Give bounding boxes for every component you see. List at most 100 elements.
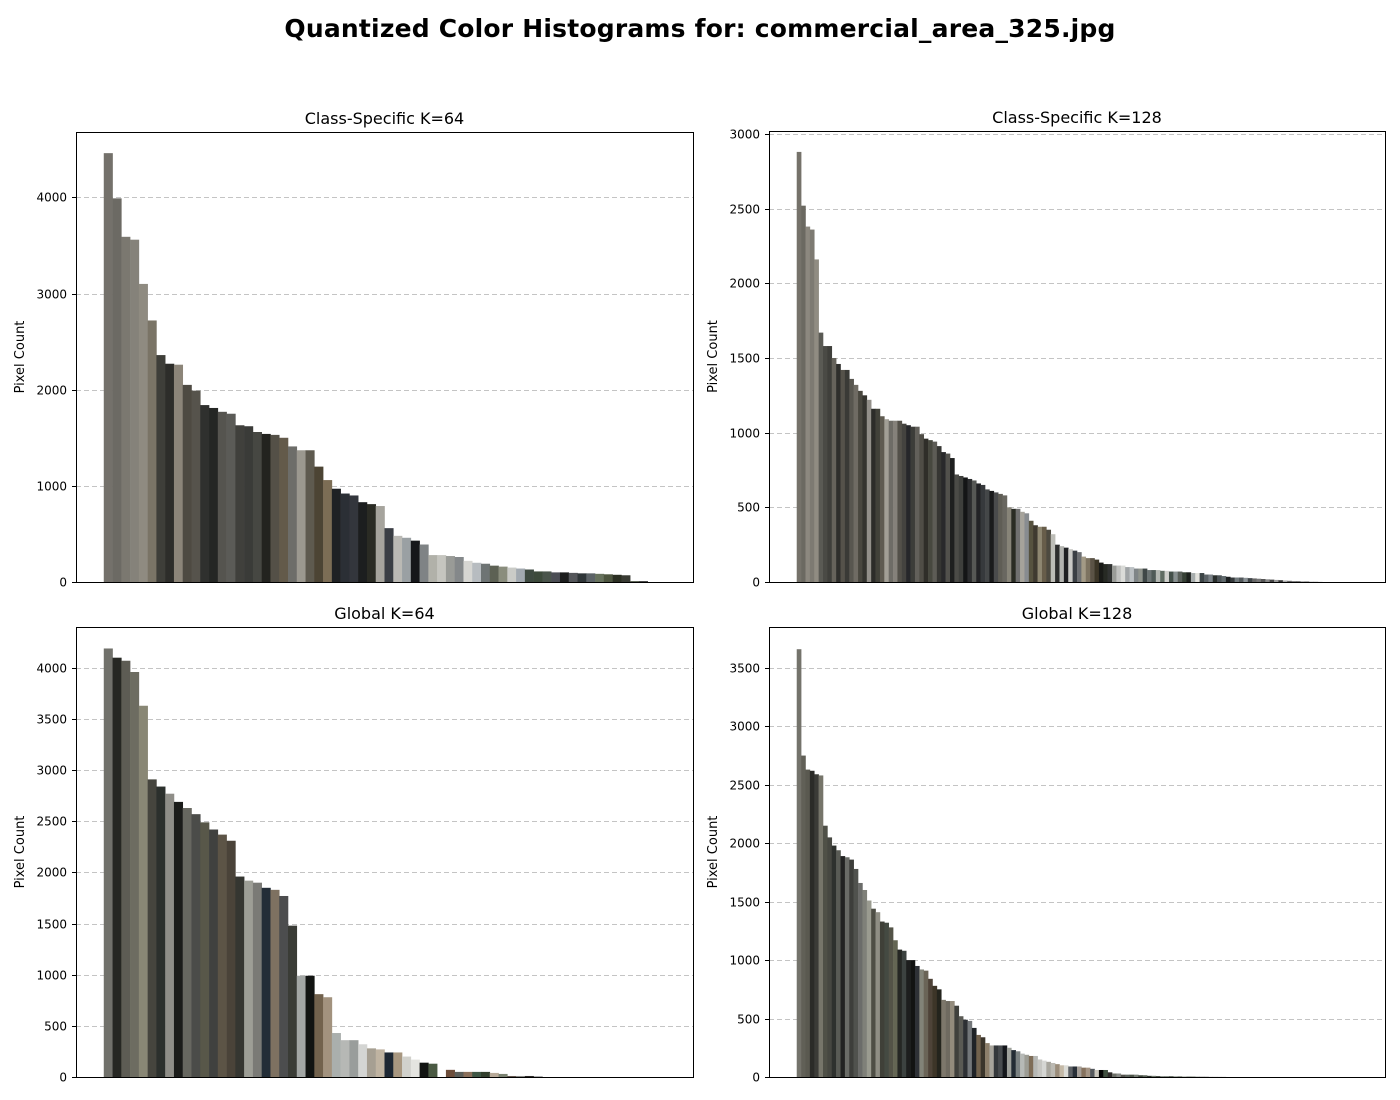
histogram-bar — [919, 434, 925, 582]
histogram-bar — [1269, 579, 1275, 582]
histogram-bar — [1094, 559, 1100, 582]
histogram-bar — [1024, 1054, 1030, 1077]
y-tick-label: 500 — [44, 1020, 67, 1034]
histogram-bar — [358, 1044, 368, 1077]
histogram-bar — [112, 198, 122, 582]
y-tick-label: 3000 — [729, 128, 760, 142]
histogram-bar — [1059, 1065, 1065, 1077]
histogram-bar — [1112, 565, 1117, 582]
histogram-bar — [445, 1069, 455, 1077]
histogram-bar — [1208, 574, 1214, 582]
histogram-bar — [914, 426, 920, 582]
histogram-bar — [849, 378, 854, 582]
histogram-bar — [796, 151, 802, 582]
histogram-bar — [884, 922, 889, 1077]
histogram-bar — [1182, 572, 1187, 582]
histogram-bar — [1151, 570, 1157, 582]
histogram-bar — [288, 925, 298, 1077]
histogram-bar — [879, 416, 885, 582]
histogram-bar — [836, 363, 841, 582]
histogram-bar — [296, 450, 306, 582]
histogram-bar — [936, 446, 942, 582]
histogram-bar — [173, 801, 184, 1077]
histogram-bar — [314, 994, 324, 1077]
histogram-bar — [1138, 568, 1143, 582]
histogram-bar — [1168, 571, 1174, 582]
histogram-bar — [121, 236, 131, 582]
histogram-bar — [1186, 572, 1192, 582]
histogram-bar — [209, 407, 219, 582]
histogram-bar — [147, 779, 157, 1077]
axes-frame — [769, 627, 1386, 1078]
y-tick-label: 2000 — [729, 837, 760, 851]
panel-title: Global K=64 — [334, 604, 434, 623]
histogram-bar — [801, 205, 806, 583]
histogram-bar — [279, 437, 289, 582]
histogram-bar — [1046, 1061, 1052, 1077]
histogram-bar — [156, 786, 166, 1077]
histogram-bar — [862, 395, 868, 582]
histogram-bar — [1120, 1074, 1126, 1077]
histogram-bar — [173, 364, 184, 582]
histogram-bar — [270, 434, 280, 582]
histogram-bar — [1068, 549, 1073, 582]
y-tick-label: 1000 — [36, 969, 67, 983]
y-tick-label: 1500 — [729, 352, 760, 366]
histogram-bar — [165, 363, 175, 582]
histogram-bar — [1160, 1076, 1165, 1077]
histogram-bar — [261, 433, 271, 582]
histogram-bar — [967, 1020, 973, 1077]
histogram-bar — [603, 574, 613, 582]
histogram-bar — [463, 1071, 473, 1077]
histogram-bar — [910, 426, 916, 582]
histogram-bar — [244, 426, 254, 582]
histogram-bar — [305, 975, 315, 1077]
histogram-bar — [252, 432, 262, 582]
y-tick-label: 4000 — [36, 191, 67, 205]
histogram-bar — [1072, 550, 1078, 582]
histogram-bar — [1133, 1074, 1139, 1077]
histogram-bar — [1230, 577, 1235, 582]
y-tick-label: 1000 — [36, 480, 67, 494]
histogram-bar — [1129, 1074, 1135, 1077]
histogram-bar — [1098, 1069, 1104, 1077]
histogram-bar — [1234, 577, 1240, 582]
histogram-bar — [621, 575, 631, 582]
histogram-bar — [888, 420, 894, 582]
histogram-bar — [103, 648, 113, 1077]
histogram-bar — [871, 408, 876, 582]
histogram-bar — [1265, 579, 1270, 582]
histogram-bar — [182, 808, 192, 1077]
histogram-bar — [844, 369, 850, 582]
histogram-bar — [138, 283, 148, 582]
histogram-bar — [349, 1040, 359, 1077]
histogram-bar — [897, 420, 903, 582]
histogram-bar — [805, 226, 811, 582]
histogram-bar — [612, 574, 622, 582]
histogram-bar — [1138, 1075, 1143, 1077]
histogram-bar — [200, 822, 210, 1077]
histogram-bar — [296, 975, 306, 1077]
histogram-bar — [831, 357, 837, 582]
histogram-bar — [936, 989, 942, 1077]
histogram-bar — [976, 1034, 981, 1077]
histogram-bar — [366, 1048, 377, 1077]
histogram-bar — [923, 970, 929, 1077]
histogram-bar — [897, 949, 903, 1077]
histogram-bar — [1287, 580, 1292, 582]
panel-title: Global K=128 — [1022, 604, 1133, 623]
histogram-bar — [1050, 1062, 1056, 1077]
histogram-bar — [1028, 1055, 1034, 1077]
y-tick-label: 0 — [752, 1071, 760, 1085]
histogram-bar — [1011, 1050, 1016, 1077]
histogram-bar — [814, 259, 819, 582]
histogram-bar — [1252, 578, 1257, 582]
histogram-bar — [858, 390, 863, 582]
y-tick-label: 1500 — [729, 896, 760, 910]
histogram-bar — [1037, 1059, 1043, 1077]
histogram-bar — [586, 573, 596, 582]
histogram-bar — [796, 649, 802, 1077]
histogram-bar — [182, 384, 192, 582]
